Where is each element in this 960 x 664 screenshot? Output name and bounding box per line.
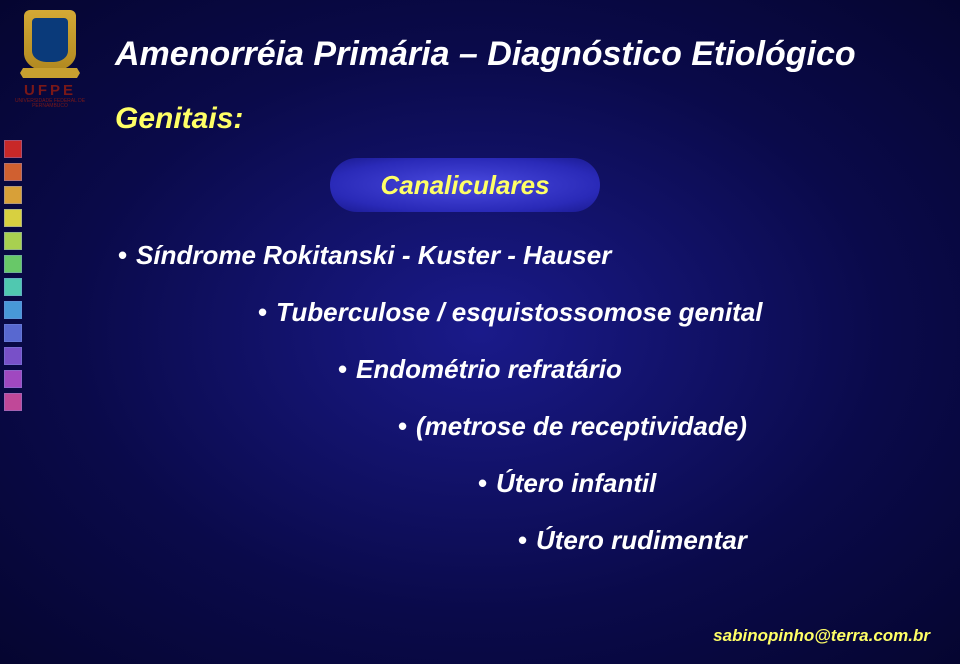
bullet-item: Útero infantil <box>478 468 890 499</box>
slide-subtitle: Genitais: <box>115 102 243 136</box>
logo-text: UFPE UNIVERSIDADE FEDERAL DE PERNAMBUCO <box>10 82 90 109</box>
color-square-icon <box>4 347 22 365</box>
color-square-icon <box>4 140 22 158</box>
color-square-icon <box>4 324 22 342</box>
bullet-item: Tuberculose / esquistossomose genital <box>258 297 890 328</box>
color-square-icon <box>4 393 22 411</box>
slide: UFPE UNIVERSIDADE FEDERAL DE PERNAMBUCO … <box>0 0 960 664</box>
bullet-item: Endométrio refratário <box>338 354 890 385</box>
crest-banner-icon <box>20 68 80 78</box>
side-color-squares <box>4 140 22 411</box>
color-square-icon <box>4 209 22 227</box>
footer-email: sabinopinho@terra.com.br <box>713 626 930 646</box>
bullet-item: Síndrome Rokitanski - Kuster - Hauser <box>118 240 890 271</box>
bullet-list: Síndrome Rokitanski - Kuster - Hauser Tub… <box>118 240 890 582</box>
crest-icon <box>24 10 76 72</box>
color-square-icon <box>4 278 22 296</box>
color-square-icon <box>4 163 22 181</box>
bullet-item: Útero rudimentar <box>518 525 890 556</box>
color-square-icon <box>4 186 22 204</box>
logo-sub: UNIVERSIDADE FEDERAL DE PERNAMBUCO <box>10 99 90 109</box>
bullet-item: (metrose de receptividade) <box>398 411 890 442</box>
color-square-icon <box>4 255 22 273</box>
category-pill: Canaliculares <box>330 158 600 212</box>
logo-main: UFPE <box>24 82 76 99</box>
pill-label: Canaliculares <box>380 170 549 201</box>
slide-title: Amenorréia Primária – Diagnóstico Etioló… <box>115 35 856 74</box>
color-square-icon <box>4 301 22 319</box>
color-square-icon <box>4 370 22 388</box>
university-logo: UFPE UNIVERSIDADE FEDERAL DE PERNAMBUCO <box>10 10 90 109</box>
color-square-icon <box>4 232 22 250</box>
